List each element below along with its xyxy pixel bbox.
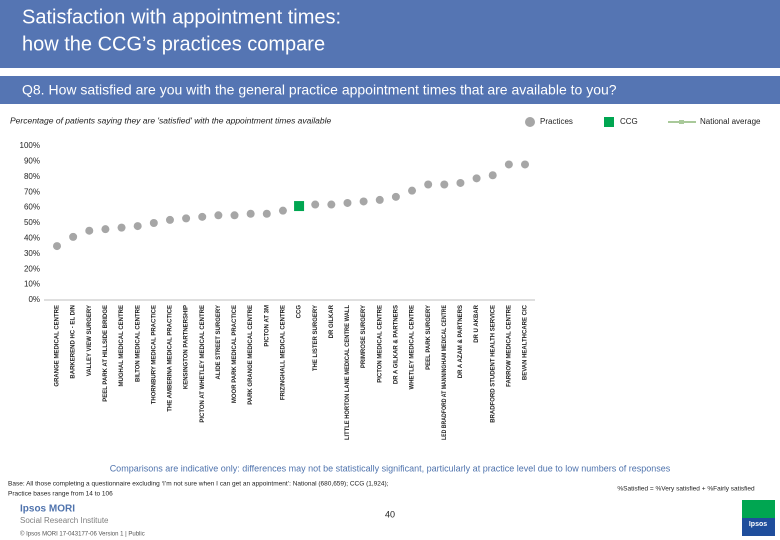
legend-marker: [604, 117, 614, 127]
practice-dot: [440, 180, 449, 189]
title-banner: [0, 0, 780, 68]
x-tick-label: DR A GILKAR & PARTNERS: [393, 305, 399, 384]
practice-dot: [165, 215, 174, 224]
question-bar: [0, 76, 780, 104]
x-tick-label: FARROW MEDICAL CENTRE: [506, 305, 512, 387]
practice-dot: [311, 200, 320, 209]
logo-text: Ipsos: [749, 521, 767, 528]
x-tick-label: BILTON MEDICAL CENTRE: [135, 305, 141, 382]
x-tick-label: FRIZINGHALL MEDICAL CENTRE: [281, 305, 287, 400]
x-tick-label: MOOR PARK MEDICAL PRACTICE: [232, 305, 238, 403]
legend-label: CCG: [620, 117, 638, 126]
legend-label: Practices: [540, 117, 573, 126]
legend-marker: [679, 120, 684, 124]
y-tick-label: 90%: [24, 157, 40, 166]
x-tick-label: PRIMROSE SURGERY: [361, 305, 367, 368]
y-tick-label: 80%: [24, 172, 40, 181]
practice-dot: [101, 225, 110, 234]
y-tick-label: 30%: [24, 249, 40, 258]
practice-dot: [214, 211, 223, 220]
x-tick-label: PEEL PARK SURGERY: [426, 305, 432, 370]
practice-dot: [424, 180, 433, 189]
x-tick-label: PICTON MEDICAL CENTRE: [377, 305, 383, 383]
practice-dot: [327, 200, 336, 209]
x-tick-label: ALIDE STREET SURGERY: [216, 305, 222, 379]
y-tick-label: 60%: [24, 203, 40, 212]
x-tick-label: THE AMBERINA MEDICAL PRACTICE: [168, 305, 174, 412]
x-tick-label: THORNBURY MEDICAL PRACTICE: [151, 305, 157, 404]
practice-dot: [133, 222, 142, 231]
x-tick-label: DR GILKAR: [329, 304, 335, 338]
x-tick-label: LITTLE HORTON LANE MEDICAL CENTRE WALL: [345, 305, 351, 440]
y-tick-label: 20%: [24, 264, 40, 273]
x-tick-label: MUGHAL MEDICAL CENTRE: [119, 305, 125, 386]
practice-dot: [488, 171, 497, 180]
practice-dot: [85, 226, 94, 235]
x-tick-label: BRADFORD STUDENT HEALTH SERVICE: [490, 305, 496, 423]
practice-dot: [375, 195, 384, 204]
copyright: © Ipsos MORI 17-043177-06 Version 1 | Pu…: [20, 531, 145, 538]
practice-dot: [262, 209, 271, 218]
title: Satisfaction with appointment times:: [22, 6, 341, 28]
brand: Ipsos MORI: [20, 504, 75, 515]
x-tick-label: VALLEY VIEW SURGERY: [87, 305, 93, 376]
practice-dot: [343, 198, 352, 207]
practice-dot: [521, 160, 529, 169]
practice-dot: [117, 223, 126, 232]
base-note: Base: All those completing a questionnai…: [8, 481, 389, 488]
practice-dot: [359, 197, 368, 206]
y-tick-label: 10%: [24, 280, 40, 289]
ccg-marker: [294, 201, 305, 212]
x-tick-label: PICTON AT WHETLEY MEDICAL CENTRE: [200, 305, 206, 423]
legend-marker: [525, 117, 535, 127]
x-tick-label: WHETLEY MEDICAL CENTRE: [410, 305, 416, 389]
legend-label: National average: [700, 117, 761, 126]
y-tick-label: 70%: [24, 187, 40, 196]
x-tick-label: KENSINGTON PARTNERSHIP: [184, 305, 190, 389]
x-tick-label: BARKEREND HC - EL DIN: [71, 305, 77, 379]
practice-dot: [391, 192, 400, 201]
chart-subtitle: Percentage of patients saying they are '…: [10, 115, 332, 125]
base-note: Practice bases range from 14 to 106: [8, 491, 113, 498]
practice-dot: [456, 178, 465, 187]
x-tick-label: DR U AKBAR: [474, 304, 480, 342]
x-tick-label: GRANGE MEDICAL CENTRE: [55, 305, 61, 387]
practice-dot: [278, 206, 287, 215]
title: how the CCG’s practices compare: [22, 33, 325, 55]
practice-dot: [408, 186, 417, 195]
practice-dot: [230, 211, 239, 220]
page-number: 40: [385, 509, 395, 519]
practice-dot: [149, 219, 158, 227]
y-tick-label: 100%: [20, 141, 40, 150]
practice-dot: [472, 174, 481, 183]
x-tick-label: PARK GRANGE MEDICAL CENTRE: [248, 305, 254, 405]
x-tick-label: BEVAN HEALTHCARE CIC: [523, 304, 529, 380]
practice-dot: [246, 209, 255, 218]
caveat: Comparisons are indicative only: differe…: [110, 463, 671, 473]
logo-box: [742, 518, 775, 536]
x-tick-label: PICTON AT 3M: [264, 305, 270, 347]
x-tick-label: LED BRADFORD AT MANNINGHAM MEDICAL CENTR…: [442, 305, 448, 440]
practice-dot: [504, 160, 513, 169]
x-tick-label: DR A AZAM & PARTNERS: [458, 305, 464, 378]
question: Q8. How satisfied are you with the gener…: [22, 82, 617, 98]
y-tick-label: 0%: [28, 295, 40, 304]
y-tick-label: 40%: [24, 234, 40, 243]
practice-dot: [182, 214, 191, 223]
definition: %Satisfied = %Very satisfied + %Fairly s…: [617, 486, 755, 493]
institute: Social Research Institute: [20, 516, 109, 525]
practice-dot: [53, 242, 61, 251]
x-tick-label: THE LISTER SURGERY: [313, 305, 319, 371]
x-tick-label: CCG: [297, 305, 303, 319]
y-tick-label: 50%: [24, 218, 40, 227]
practice-dot: [198, 212, 207, 221]
practice-dot: [69, 232, 78, 241]
x-tick-label: PEEL PARK AT HILLSIDE BRIDGE: [103, 305, 109, 402]
